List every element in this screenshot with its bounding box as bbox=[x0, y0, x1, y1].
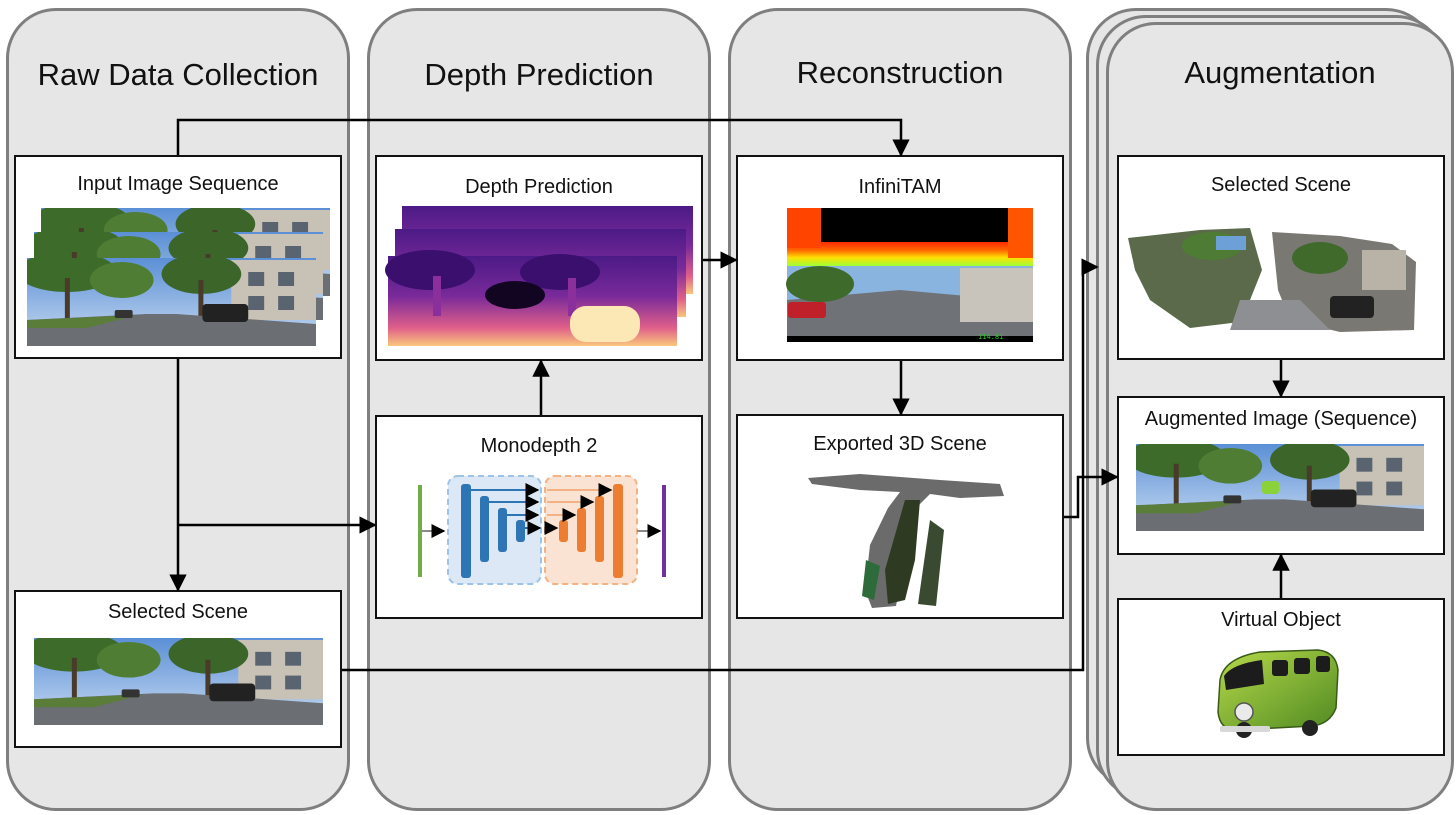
van-icon bbox=[1217, 649, 1339, 738]
box-title-selected-aug: Selected Scene bbox=[1210, 174, 1352, 196]
box-title-infinitam: InfiniTAM bbox=[858, 176, 942, 198]
pointcloud-icon bbox=[808, 474, 1004, 608]
lane-depth-prediction: Depth Prediction bbox=[367, 8, 711, 811]
connectors bbox=[169, 118, 1290, 672]
depth-map-icon bbox=[385, 206, 693, 346]
box-title-selected-raw: Selected Scene bbox=[107, 601, 249, 623]
arrow-input-to-infinitam bbox=[176, 118, 910, 157]
box-title-input-sequence: Input Image Sequence bbox=[77, 173, 279, 195]
lane-title-aug: Augmentation bbox=[1184, 55, 1376, 90]
box-title-virtual-object: Virtual Object bbox=[1221, 609, 1341, 631]
arrow-exported-to-augmentation bbox=[1064, 468, 1119, 519]
street-photo-icon bbox=[27, 208, 330, 346]
box-title-depth-prediction: Depth Prediction bbox=[465, 176, 613, 198]
augmented-street-photo-icon bbox=[1136, 444, 1424, 531]
arrow-selected-to-augmentation bbox=[342, 258, 1099, 672]
network-diagram-icon bbox=[418, 475, 666, 585]
box-title-exported: Exported 3D Scene bbox=[813, 433, 987, 455]
street-photo-icon bbox=[34, 638, 323, 725]
box-title-monodepth: Monodepth 2 bbox=[480, 435, 598, 457]
infinitam-readout: 114.81 bbox=[978, 333, 1003, 341]
infinitam-view-icon: 114.81 bbox=[786, 208, 1033, 342]
box-title-augmented: Augmented Image (Sequence) bbox=[1144, 408, 1418, 430]
reconstructed-scene-icon bbox=[1128, 228, 1416, 332]
lane-title-depth: Depth Prediction bbox=[424, 57, 654, 92]
lane-title-raw: Raw Data Collection bbox=[37, 57, 319, 92]
lane-title-recon: Reconstruction bbox=[796, 55, 1004, 90]
